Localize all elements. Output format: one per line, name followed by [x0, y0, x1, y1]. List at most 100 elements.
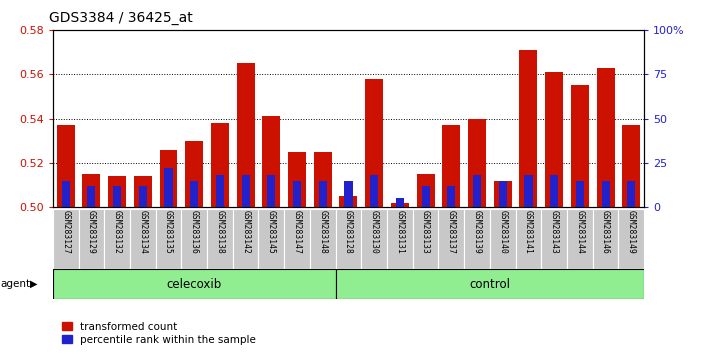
Text: celecoxib: celecoxib	[167, 278, 222, 291]
Bar	[447, 186, 455, 207]
Bar	[541, 209, 567, 269]
Bar	[473, 175, 481, 207]
Text: GSM283139: GSM283139	[472, 210, 482, 254]
Bar	[361, 209, 387, 269]
Bar	[494, 181, 512, 207]
Bar	[241, 175, 250, 207]
Bar	[571, 85, 589, 207]
Bar	[319, 181, 327, 207]
Bar	[165, 168, 172, 207]
Bar	[314, 152, 332, 207]
Bar	[139, 186, 147, 207]
Text: GSM283135: GSM283135	[164, 210, 173, 254]
Bar	[134, 176, 152, 207]
Bar	[417, 174, 434, 207]
Text: ▶: ▶	[30, 279, 38, 289]
Bar	[160, 149, 177, 207]
Text: agent: agent	[1, 279, 31, 289]
Bar	[413, 209, 439, 269]
Bar	[468, 119, 486, 207]
Bar	[622, 125, 641, 207]
Bar	[62, 181, 70, 207]
Bar	[268, 175, 275, 207]
Bar	[545, 72, 563, 207]
Text: GSM283134: GSM283134	[138, 210, 147, 254]
Bar	[336, 269, 644, 299]
Bar	[464, 209, 490, 269]
Bar	[396, 198, 404, 207]
Bar	[567, 209, 593, 269]
Bar	[79, 209, 104, 269]
Bar	[576, 181, 584, 207]
Bar	[387, 209, 413, 269]
Bar	[490, 209, 515, 269]
Bar	[233, 209, 258, 269]
Bar	[53, 209, 79, 269]
Bar	[190, 181, 199, 207]
Bar	[130, 209, 156, 269]
Bar	[156, 209, 182, 269]
Bar	[207, 209, 233, 269]
Bar	[520, 50, 537, 207]
Text: GSM283140: GSM283140	[498, 210, 508, 254]
Text: GSM283136: GSM283136	[189, 210, 199, 254]
Text: GSM283144: GSM283144	[575, 210, 584, 254]
Bar	[422, 186, 429, 207]
Bar	[211, 123, 229, 207]
Bar	[82, 174, 101, 207]
Text: GSM283142: GSM283142	[241, 210, 250, 254]
Bar	[391, 202, 409, 207]
Text: GSM283143: GSM283143	[550, 210, 559, 254]
Bar	[293, 181, 301, 207]
Bar	[601, 181, 610, 207]
Bar	[339, 196, 358, 207]
Text: GSM283127: GSM283127	[61, 210, 70, 254]
Bar	[370, 175, 378, 207]
Bar	[87, 186, 96, 207]
Text: GSM283132: GSM283132	[113, 210, 122, 254]
Bar	[336, 209, 361, 269]
Text: GSM283138: GSM283138	[215, 210, 225, 254]
Text: GSM283141: GSM283141	[524, 210, 533, 254]
Bar	[263, 116, 280, 207]
Legend: transformed count, percentile rank within the sample: transformed count, percentile rank withi…	[58, 317, 260, 349]
Text: GSM283147: GSM283147	[293, 210, 301, 254]
Text: GSM283133: GSM283133	[421, 210, 430, 254]
Text: GSM283137: GSM283137	[447, 210, 455, 254]
Bar	[439, 209, 464, 269]
Text: GSM283131: GSM283131	[396, 210, 404, 254]
Bar	[185, 141, 203, 207]
Bar	[498, 181, 507, 207]
Bar	[618, 209, 644, 269]
Bar	[288, 152, 306, 207]
Bar	[310, 209, 336, 269]
Bar	[113, 186, 121, 207]
Text: GSM283146: GSM283146	[601, 210, 610, 254]
Bar	[237, 63, 255, 207]
Bar	[593, 209, 618, 269]
Bar	[627, 181, 635, 207]
Text: GSM283129: GSM283129	[87, 210, 96, 254]
Bar	[104, 209, 130, 269]
Bar	[182, 209, 207, 269]
Bar	[365, 79, 383, 207]
Bar	[515, 209, 541, 269]
Bar	[108, 176, 126, 207]
Text: GSM283145: GSM283145	[267, 210, 276, 254]
Bar	[56, 125, 75, 207]
Bar	[550, 175, 558, 207]
Bar	[216, 175, 224, 207]
Bar	[344, 181, 353, 207]
Text: control: control	[470, 278, 510, 291]
Bar	[596, 68, 615, 207]
Text: GSM283149: GSM283149	[627, 210, 636, 254]
Bar	[442, 125, 460, 207]
Text: GDS3384 / 36425_at: GDS3384 / 36425_at	[49, 11, 193, 25]
Bar	[258, 209, 284, 269]
Text: GSM283148: GSM283148	[318, 210, 327, 254]
Text: GSM283128: GSM283128	[344, 210, 353, 254]
Bar	[53, 269, 336, 299]
Text: GSM283130: GSM283130	[370, 210, 379, 254]
Bar	[284, 209, 310, 269]
Bar	[524, 175, 532, 207]
